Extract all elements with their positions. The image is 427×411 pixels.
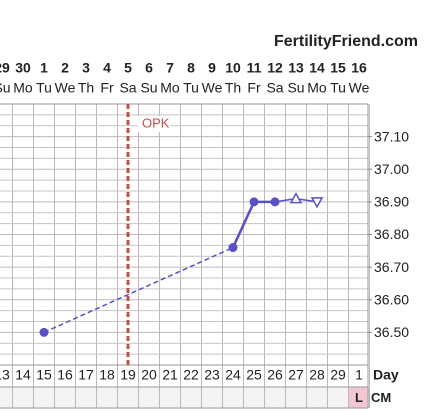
weekday-label: We [349,80,370,96]
weekday-label: Su [287,80,304,96]
weekday-label: Th [225,80,241,96]
temp-point [270,197,280,207]
y-tick-label: 36.60 [374,291,409,307]
temp-line [43,246,234,334]
weekday-label: Fr [100,80,114,96]
x-tick-label: 13 [0,367,10,383]
date-label: 8 [187,60,195,76]
date-label: 12 [267,60,283,76]
y-tick-label: 37.00 [374,161,409,177]
x-tick-label: 16 [57,367,73,383]
y-tick-label: 36.70 [374,259,409,275]
annotation-bg [138,116,170,132]
x-axis-label: Day [373,367,399,383]
y-tick-label: 36.90 [374,194,409,210]
weekday-label: Th [78,80,94,96]
date-label: 15 [330,60,346,76]
x-tick-label: 22 [183,367,199,383]
annotation: OPK [142,115,170,130]
weekday-label: Sa [119,80,136,96]
x-tick-label: 27 [288,367,304,383]
weekday-label: Mo [160,80,180,96]
weekday-label: Sa [266,80,283,96]
date-label: 10 [225,60,241,76]
weekday-label: Tu [36,80,52,96]
weekday-label: Tu [330,80,346,96]
temp-point [228,243,238,253]
temp-point [310,197,324,209]
date-label: 13 [288,60,304,76]
temp-point [249,197,259,207]
chart-title: FertilityFriend.com [274,33,418,50]
cm-label: CM [371,390,391,405]
x-tick-label: 18 [99,367,115,383]
x-tick-label: 29 [330,367,346,383]
date-label: 2 [61,60,69,76]
weekday-label: Su [140,80,157,96]
x-tick-label: 17 [78,367,94,383]
x-tick-label: 21 [162,367,178,383]
temp-point [289,192,303,204]
date-label: 5 [124,60,132,76]
weekday-label: Su [0,80,11,96]
x-tick-label: 1 [355,367,363,383]
weekday-label: Fr [247,80,261,96]
weekday-label: Mo [307,80,327,96]
date-label: 4 [103,60,111,76]
date-label: 14 [309,60,325,76]
x-tick-label: 19 [120,367,136,383]
temp-point [39,327,49,337]
x-tick-label: 15 [36,367,52,383]
date-label: 6 [145,60,153,76]
y-tick-label: 37.10 [374,128,409,144]
weekday-label: Tu [183,80,199,96]
y-tick-label: 36.50 [374,324,409,340]
date-label: 7 [166,60,174,76]
x-tick-label: 26 [267,367,283,383]
temp-line [231,201,256,249]
x-tick-label: 25 [246,367,262,383]
date-label: 16 [351,60,367,76]
cm-entry: L [355,390,363,405]
weekday-label: Mo [13,80,33,96]
date-label: 1 [40,60,48,76]
x-tick-label: 23 [204,367,220,383]
date-label: 29 [0,60,10,76]
x-tick-label: 28 [309,367,325,383]
x-tick-label: 14 [15,367,31,383]
cm-cell [348,387,370,408]
date-label: 3 [82,60,90,76]
date-label: 30 [15,60,31,76]
weekday-label: We [55,80,76,96]
y-tick-label: 36.80 [374,226,409,242]
date-label: 9 [208,60,216,76]
date-label: 11 [247,60,262,76]
x-tick-label: 20 [141,367,157,383]
x-tick-label: 24 [225,367,241,383]
cm-row-bg [0,387,368,408]
weekday-label: We [202,80,223,96]
